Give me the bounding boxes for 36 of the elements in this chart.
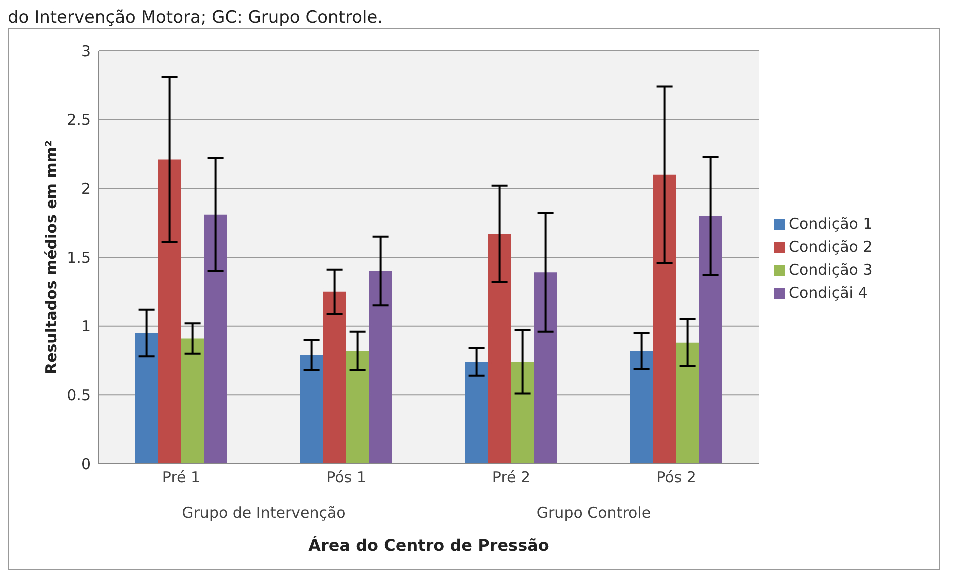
y-tick-label: 1	[81, 318, 91, 336]
bar	[181, 338, 204, 464]
bar	[653, 174, 676, 464]
x-tick-label: Pré 2	[492, 468, 531, 487]
legend-label: Condiçãi 4	[789, 282, 868, 304]
bar	[204, 214, 228, 464]
x-tick-label: Pré 1	[162, 468, 201, 487]
bar	[300, 355, 324, 464]
y-axis-title: Resultados médios em mm²	[42, 140, 60, 374]
y-tick-label: 2.5	[67, 111, 91, 130]
legend-label: Condição 1	[789, 214, 873, 234]
bar	[465, 362, 488, 464]
x-axis-title: Área do Centro de Pressão	[308, 536, 550, 555]
legend-label: Condição 3	[789, 260, 873, 280]
legend-label: Condição 2	[789, 236, 873, 258]
y-tick-label: 0.5	[67, 386, 91, 404]
bar	[323, 292, 346, 464]
bar	[699, 216, 722, 464]
bar	[135, 333, 158, 464]
bar	[158, 160, 182, 464]
text: do Intervenção Motora; GC: Grupo Controle.	[8, 8, 384, 28]
bar	[488, 234, 512, 464]
x-tick-label: Pós 1	[326, 468, 366, 487]
bar	[534, 272, 558, 464]
bar	[511, 362, 534, 464]
bar	[676, 342, 700, 464]
y-tick-label: 3	[81, 42, 91, 60]
bar	[630, 351, 654, 464]
x-tick-label: Pós 2	[656, 468, 696, 487]
bar	[346, 351, 370, 464]
y-tick-label: 2	[81, 180, 91, 198]
y-tick-label: 1.5	[67, 248, 91, 267]
y-tick-label: 0	[81, 455, 91, 474]
text: Grupo Controle	[536, 504, 652, 522]
text: Grupo de Intervenção	[181, 504, 347, 522]
bar	[369, 271, 392, 464]
